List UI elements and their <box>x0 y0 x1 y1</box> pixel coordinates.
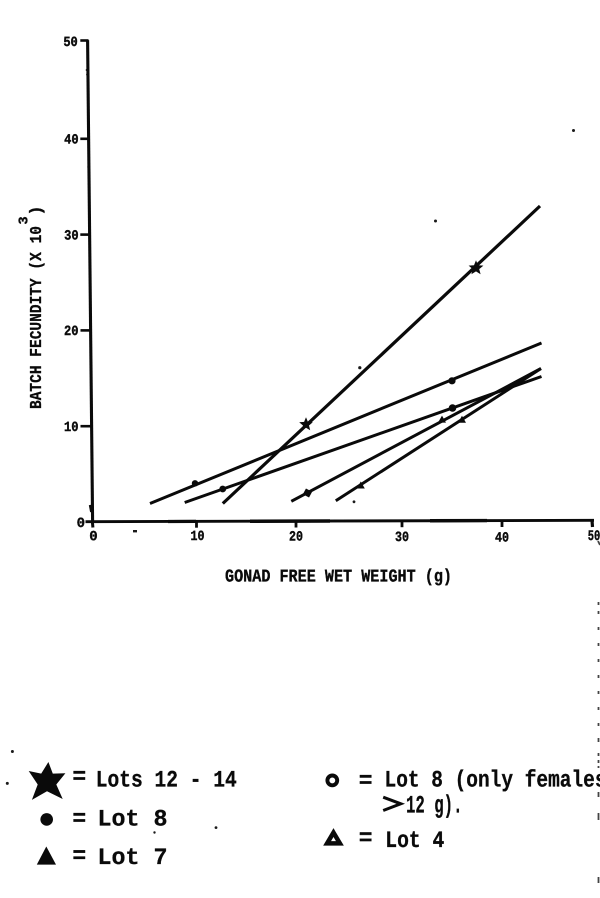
svg-text:Lot 4: Lot 4 <box>385 828 444 855</box>
svg-text:0: 0 <box>77 516 85 532</box>
svg-text:GONAD FREE WET WEIGHT (g): GONAD FREE WET WEIGHT (g) <box>225 568 452 588</box>
svg-text:3: 3 <box>18 216 33 224</box>
svg-text:=: = <box>359 825 373 851</box>
svg-text:Lot 7: Lot 7 <box>97 845 167 872</box>
svg-text:10: 10 <box>190 529 204 545</box>
svg-text:40: 40 <box>495 530 509 546</box>
svg-text:=: = <box>359 768 373 794</box>
svg-text:30: 30 <box>64 228 79 244</box>
svg-text:): ) <box>27 206 46 216</box>
svg-text:Lots 12 - 14: Lots 12 - 14 <box>96 768 237 795</box>
svg-text:=: = <box>72 806 86 832</box>
svg-text:Lot 8 (only females: Lot 8 (only females <box>385 768 600 795</box>
svg-text:40: 40 <box>64 132 79 148</box>
svg-text:50: 50 <box>588 529 600 545</box>
svg-text:20: 20 <box>289 530 303 546</box>
svg-text:BATCH FECUNDITY (X 10: BATCH FECUNDITY (X 10 <box>27 226 46 409</box>
svg-text:20: 20 <box>64 324 79 340</box>
svg-text:12 g).: 12 g). <box>406 792 463 821</box>
svg-text:10: 10 <box>64 420 79 436</box>
svg-text:=: = <box>72 843 86 869</box>
svg-text:Lot 8: Lot 8 <box>97 807 167 834</box>
svg-text:50: 50 <box>63 35 78 51</box>
svg-text:=: = <box>72 764 86 790</box>
svg-text:0: 0 <box>89 529 97 545</box>
svg-text:30: 30 <box>395 530 409 546</box>
